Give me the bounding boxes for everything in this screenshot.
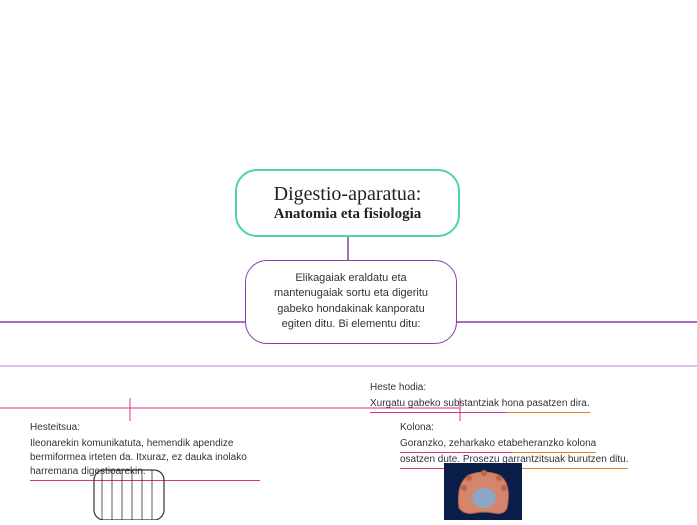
description-node: Elikagaiak eraldatu eta mantenugaiak sor…: [245, 260, 457, 344]
illustration-intestine: [84, 465, 174, 525]
heste-hodia-title: Heste hodia:: [370, 381, 680, 395]
kolona-text-b: beheranzko kolona: [512, 437, 597, 453]
root-node: Digestio-aparatua: Anatomia eta fisiolog…: [235, 169, 460, 237]
heste-hodia-text-a: Xurgatu gabeko substantziak h: [370, 397, 507, 413]
kolona-text-a: Goranzko, zeharkako eta: [400, 437, 512, 453]
heste-hodia-text-b: ona pasatzen dira.: [507, 397, 589, 413]
root-subtitle: Anatomia eta fisiologia: [265, 206, 430, 223]
description-text: Elikagaiak eraldatu eta mantenugaiak sor…: [274, 272, 428, 330]
kolona-text-d: rantzitsuak burutzen ditu.: [517, 453, 629, 469]
hesteitsua-title: Hesteitsua:: [30, 421, 260, 435]
root-title: Digestio-aparatua:: [265, 183, 430, 206]
node-heste-hodia: Heste hodia: Xurgatu gabeko substantziak…: [370, 381, 680, 413]
node-kolona: Kolona: Goranzko, zeharkako eta beheranz…: [400, 421, 660, 469]
illustration-colon: [444, 463, 522, 525]
kolona-title: Kolona:: [400, 421, 660, 435]
